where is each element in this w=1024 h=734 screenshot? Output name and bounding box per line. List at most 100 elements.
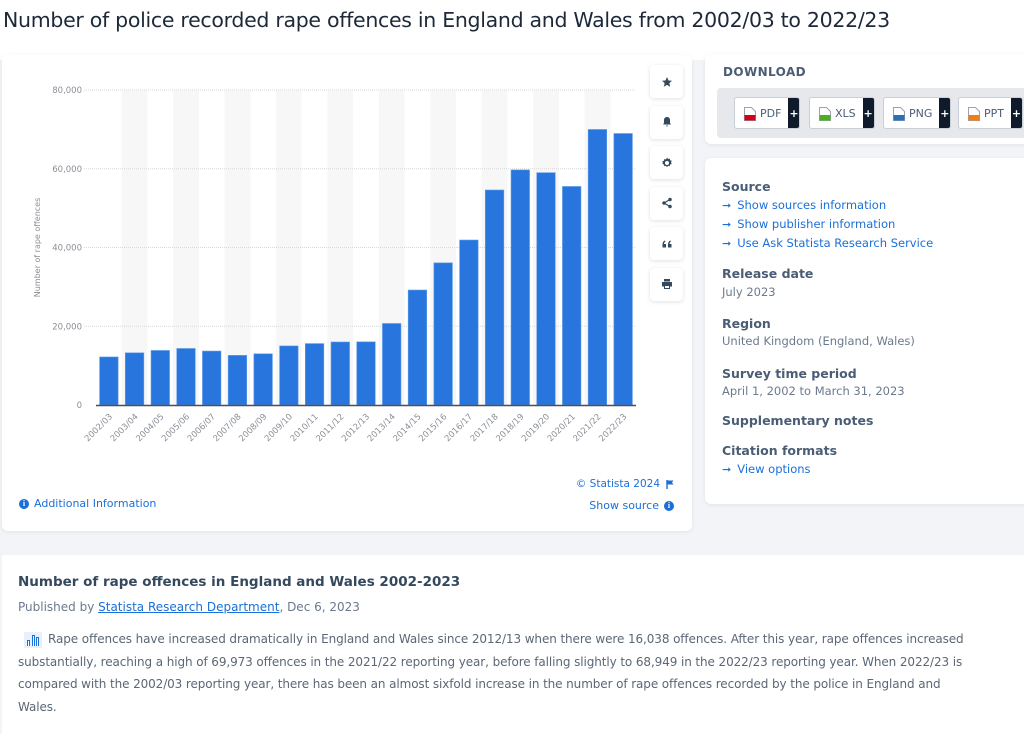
bar (433, 262, 453, 406)
bar (613, 133, 633, 406)
y-tick-label: 0 (77, 401, 82, 411)
pdf-file-icon (744, 106, 756, 121)
star-icon (661, 76, 672, 87)
printer-icon (661, 279, 672, 289)
download-ppt-label: PPT (984, 106, 1004, 120)
share-button[interactable] (650, 186, 683, 220)
ask-statista-link[interactable]: ➞ Use Ask Statista Research Service (722, 236, 933, 250)
notification-button[interactable] (650, 105, 683, 139)
region-value: United Kingdom (England, Wales) (722, 334, 915, 348)
bar (510, 169, 530, 406)
bar (330, 341, 350, 406)
bar (562, 186, 582, 406)
download-xls-label: XLS (835, 106, 856, 120)
additional-information-link[interactable]: i Additional Information (19, 497, 156, 510)
bar (459, 239, 479, 406)
xls-file-icon (819, 106, 831, 121)
chart-card: 0 20,000 40,000 60,000 80,000 Number of rape … (2, 55, 692, 531)
show-publisher-label: Show publisher information (737, 217, 896, 231)
bar-chart-icon (24, 632, 42, 648)
chart-toolbar (650, 65, 684, 308)
print-button[interactable] (650, 267, 683, 301)
statistic-details-card: Source ➞ Show sources information ➞ Show… (705, 158, 1024, 504)
bar (536, 172, 556, 406)
quote-icon (662, 240, 671, 247)
bar (279, 345, 299, 406)
info-icon: i (664, 500, 674, 511)
plus-icon: + (862, 98, 874, 128)
bell-icon (662, 117, 671, 127)
bar (407, 289, 427, 406)
bar (356, 341, 376, 406)
arrow-right-icon: ➞ (722, 236, 732, 250)
show-sources-label: Show sources information (737, 198, 887, 212)
png-file-icon (893, 106, 905, 121)
additional-information-label: Additional Information (34, 497, 157, 510)
gear-icon (661, 157, 672, 167)
bar (227, 355, 247, 406)
show-source-link[interactable]: Show source i (589, 499, 674, 512)
y-tick-label: 80,000 (52, 86, 82, 96)
download-pdf-button[interactable]: PDF + (734, 97, 801, 129)
arrow-right-icon: ➞ (722, 198, 732, 212)
survey-period-value: April 1, 2002 to March 31, 2023 (722, 384, 905, 398)
bar (305, 343, 325, 406)
view-options-label: View options (737, 462, 811, 476)
published-date: , Dec 6, 2023 (279, 600, 360, 614)
download-pdf-label: PDF (760, 106, 782, 120)
settings-button[interactable] (650, 146, 683, 179)
download-xls-button[interactable]: XLS + (809, 97, 875, 129)
ask-statista-label: Use Ask Statista Research Service (737, 236, 934, 250)
download-title: DOWNLOAD (723, 65, 806, 79)
publisher-link[interactable]: Statista Research Department (98, 600, 280, 614)
bar (253, 353, 273, 406)
bar (485, 189, 505, 406)
download-png-button[interactable]: PNG + (883, 97, 952, 129)
description-title: Number of rape offences in England and W… (18, 574, 461, 590)
info-icon: i (19, 498, 29, 509)
y-tick-label: 20,000 (52, 322, 82, 332)
bar (202, 350, 222, 406)
copyright-label: © Statista 2024 (575, 478, 660, 490)
published-by: Published by Statista Research Departmen… (18, 600, 360, 614)
release-date-heading: Release date (722, 266, 814, 281)
survey-period-heading: Survey time period (722, 366, 857, 381)
favorite-button[interactable] (650, 65, 683, 98)
plus-icon: + (939, 98, 951, 128)
view-options-link[interactable]: ➞ View options (722, 462, 811, 476)
bar (99, 356, 119, 406)
bar (125, 352, 145, 406)
description-text: Rape offences have increased dramaticall… (18, 632, 964, 714)
cite-button[interactable] (650, 227, 683, 260)
description-card: Number of rape offences in England and W… (2, 555, 1024, 734)
y-tick-label: 40,000 (52, 244, 82, 254)
bar-chart: 0 20,000 40,000 60,000 80,000 Number of rape … (33, 86, 636, 444)
show-sources-link[interactable]: ➞ Show sources information (722, 198, 886, 212)
description-body: Rape offences have increased dramaticall… (18, 628, 968, 718)
arrow-right-icon: ➞ (722, 217, 732, 231)
bar (150, 350, 170, 406)
release-date-value: July 2023 (722, 285, 776, 299)
y-axis-label: Number of rape offences (33, 198, 42, 298)
flag-icon (666, 479, 674, 489)
ppt-file-icon (968, 106, 980, 121)
plus-icon: + (1011, 98, 1022, 128)
show-publisher-link[interactable]: ➞ Show publisher information (722, 217, 895, 231)
show-source-label: Show source (589, 499, 659, 512)
source-heading: Source (722, 179, 771, 194)
plus-icon: + (788, 98, 800, 128)
page-title: Number of police recorded rape offences … (0, 8, 1024, 60)
supplementary-notes-heading[interactable]: Supplementary notes (722, 413, 874, 428)
download-ppt-button[interactable]: PPT + (958, 97, 1023, 129)
download-toolbar: PDF + XLS + PNG + PPT + (717, 88, 1024, 138)
bar (176, 348, 196, 406)
share-icon (661, 197, 672, 209)
published-prefix: Published by (18, 600, 99, 614)
citation-formats-heading: Citation formats (722, 443, 838, 458)
y-tick-label: 60,000 (52, 165, 82, 175)
download-png-label: PNG (909, 106, 933, 120)
statista-copyright[interactable]: © Statista 2024 (576, 478, 674, 490)
download-card: DOWNLOAD PDF + XLS + PNG + PPT + (705, 54, 1024, 144)
arrow-right-icon: ➞ (722, 462, 732, 476)
region-heading: Region (722, 316, 771, 331)
